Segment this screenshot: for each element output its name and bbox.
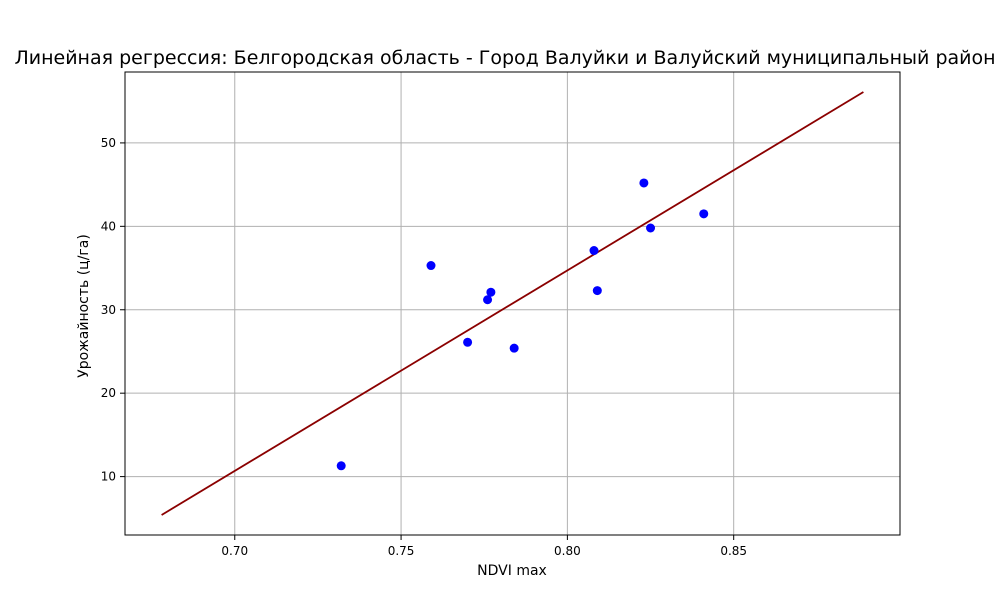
regression-line (161, 91, 864, 516)
data-point (463, 337, 473, 347)
y-tick-label: 10 (101, 470, 116, 484)
plot-frame (124, 71, 901, 536)
x-axis-label: NDVI max (477, 563, 547, 579)
data-point (639, 178, 649, 188)
y-tick-label: 20 (101, 386, 116, 400)
data-point (486, 287, 496, 297)
data-point (509, 343, 519, 353)
data-point (589, 246, 599, 256)
y-tick-label: 40 (101, 219, 116, 233)
x-axis-ticks: 0.70 0.75 0.80 0.85 (221, 535, 747, 558)
data-points (336, 178, 709, 471)
data-point (592, 286, 602, 296)
y-axis-label: Урожайность (ц/га) (76, 234, 92, 378)
chart-title: Линейная регрессия: Белгородская область… (14, 47, 995, 69)
data-point (483, 295, 493, 305)
y-tick-label: 30 (101, 303, 116, 317)
x-tick-label: 0.85 (720, 544, 747, 558)
y-axis-ticks: 10 20 30 40 50 (101, 136, 125, 484)
data-point (699, 209, 709, 219)
data-point (646, 223, 656, 233)
x-tick-label: 0.70 (221, 544, 248, 558)
x-tick-label: 0.80 (554, 544, 581, 558)
regression-line-layer (161, 91, 864, 516)
y-tick-label: 50 (101, 136, 116, 150)
data-point (426, 261, 436, 271)
x-tick-label: 0.75 (388, 544, 415, 558)
grid (125, 72, 900, 535)
data-point (336, 461, 346, 471)
